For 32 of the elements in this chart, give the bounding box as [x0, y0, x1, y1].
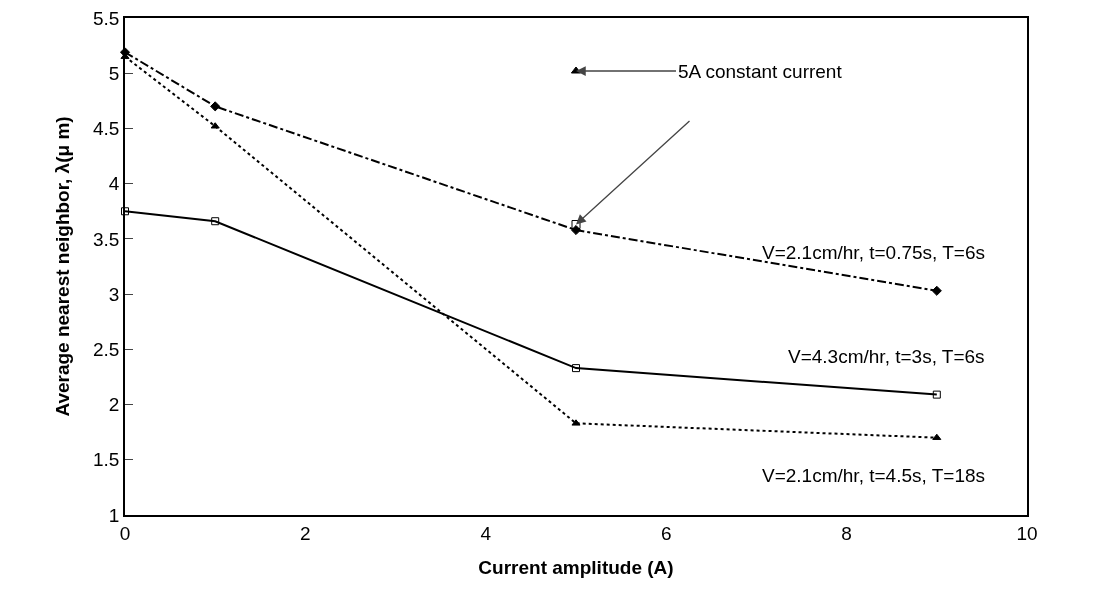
point [572, 364, 580, 373]
series-label: V=4.3cm/hr, t=3s, T=6s [788, 346, 985, 367]
y-tick-label: 4.5 [93, 118, 120, 140]
point [210, 101, 221, 112]
y-tick-label: 1 [108, 504, 120, 526]
y-tick-label: 1.5 [93, 449, 120, 471]
x-tick-label: 6 [660, 522, 672, 544]
y-tick-label: 3 [108, 283, 120, 305]
y-axis-title: Average nearest neighbor, λ(μ m) [52, 116, 74, 417]
x-tick-label: 8 [841, 522, 852, 544]
y-tick-label: 2 [108, 394, 120, 416]
x-tick-label: 10 [1016, 522, 1038, 544]
x-tick-label: 0 [119, 522, 131, 544]
series-label: V=2.1cm/hr, t=0.75s, T=6s [762, 242, 986, 263]
point [210, 122, 220, 129]
point [932, 433, 942, 440]
point [931, 285, 942, 296]
y-tick-label: 5 [108, 62, 120, 84]
y-tick-label: 5.5 [93, 7, 120, 29]
y-tick-label: 2.5 [93, 338, 120, 360]
x-tick-label: 2 [300, 522, 311, 544]
point [571, 220, 581, 230]
y-tick-label: 4 [108, 173, 120, 195]
y-tick-label: 3.5 [93, 228, 120, 250]
x-tick-label: 4 [480, 522, 492, 544]
series-label: V=2.1cm/hr, t=4.5s, T=18s [762, 465, 986, 486]
annotation: 5A constant current [678, 61, 843, 82]
point [121, 207, 129, 216]
point [211, 217, 220, 226]
point [932, 390, 941, 399]
point [571, 419, 581, 426]
x-axis-title: Current amplitude (A) [478, 556, 674, 578]
